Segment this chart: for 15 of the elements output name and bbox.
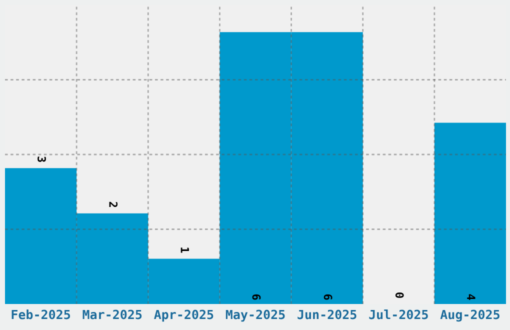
data-label: 4 [467,294,476,300]
x-tick-label: Feb-2025 [12,310,70,320]
data-label: 2 [109,202,118,208]
bar [434,122,506,304]
x-tick-label: May-2025 [226,310,285,322]
data-label: 0 [395,292,404,298]
data-label: 1 [180,248,189,253]
data-label: 6 [324,294,332,300]
data-label: 6 [252,294,261,300]
x-tick-label: Apr-2025 [154,310,214,322]
x-tick-label: Mar-2025 [82,310,142,320]
data-label: 3 [38,156,46,162]
x-tick-label: Jul-2025 [369,310,428,320]
x-tick-label: Aug-2025 [440,310,500,322]
x-tick-label: Jun-2025 [298,310,356,320]
